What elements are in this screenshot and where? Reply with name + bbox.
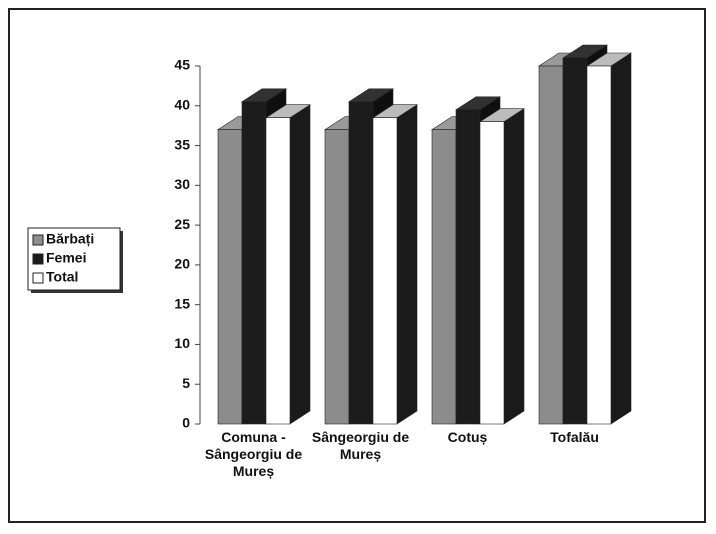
bar [217, 129, 243, 425]
y-tick-label: 25 [174, 216, 190, 232]
x-tick-label: Comuna - Sângeorgiu de Mureș [204, 429, 303, 479]
bar-side [396, 104, 418, 425]
bar-side [610, 52, 632, 425]
y-tick-label: 30 [174, 176, 190, 192]
y-tick-label: 40 [174, 96, 190, 112]
x-tick-label: Cotuș [447, 429, 488, 445]
bar [431, 129, 457, 425]
bar [241, 101, 267, 425]
legend-swatch [32, 253, 44, 265]
x-tick-label: Tofalău [550, 429, 599, 445]
y-tick-label: 20 [174, 256, 190, 272]
x-tick-label: Sângeorgiu de Mureș [311, 429, 410, 462]
bar [348, 101, 374, 425]
y-tick-label: 10 [174, 335, 190, 351]
legend-swatch [32, 272, 44, 284]
legend-label: Bărbați [46, 231, 94, 247]
bar-side [503, 108, 525, 425]
legend-label: Femei [46, 250, 86, 266]
y-tick-label: 0 [182, 415, 190, 431]
legend-label: Total [46, 269, 78, 285]
y-tick-label: 45 [174, 57, 190, 73]
bar [324, 129, 350, 425]
bar [562, 57, 588, 425]
y-tick-label: 15 [174, 295, 190, 311]
bar [455, 109, 481, 425]
bar [372, 117, 398, 425]
y-tick-label: 35 [174, 136, 190, 152]
bar [479, 121, 505, 425]
bar-side [289, 104, 311, 425]
bar [265, 117, 291, 425]
bar [538, 65, 564, 425]
legend-swatch [32, 234, 44, 246]
bar [586, 65, 612, 425]
y-tick-label: 5 [182, 375, 190, 391]
